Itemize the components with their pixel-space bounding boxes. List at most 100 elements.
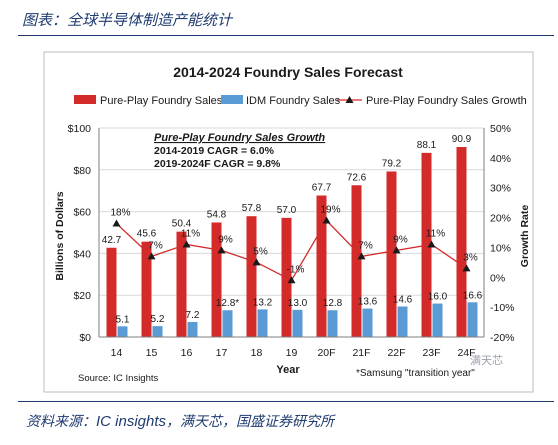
bar-label-idm: 12.8* — [216, 298, 239, 309]
x-tick-label: 24F — [457, 347, 475, 359]
x-tick-label: 16 — [181, 347, 193, 359]
growth-marker — [252, 258, 261, 266]
x-tick-label: 23F — [422, 347, 440, 359]
bar-label-pure-play: 57.8 — [242, 203, 262, 214]
y2-tick-label: 0% — [490, 272, 505, 284]
bar-label-pure-play: 42.7 — [102, 235, 122, 246]
cagr-line-2: 2019-2024F CAGR = 9.8% — [154, 158, 281, 170]
bar-label-pure-play: 72.6 — [347, 172, 367, 183]
legend-swatch-idm — [221, 95, 243, 104]
y2-tick-label: 10% — [490, 242, 511, 254]
footnote: *Samsung "transition year" — [356, 368, 475, 379]
report-header: 图表：全球半导体制造产能统计 — [0, 0, 558, 36]
growth-label: 11% — [426, 228, 445, 239]
growth-label: 5% — [253, 246, 268, 257]
growth-label: 7% — [358, 240, 373, 251]
bar-label-idm: 5.1 — [116, 314, 130, 325]
x-tick-label: 17 — [216, 347, 228, 359]
bar-pure-play — [141, 241, 152, 337]
chart-title: 2014-2024 Foundry Sales Forecast — [173, 64, 403, 80]
growth-label: 11% — [181, 228, 200, 239]
bar-series: 42.7 45.6 50.4 54.8 57.8 57.0 67.7 72.6 79.2 88.1… — [102, 134, 483, 337]
bar-idm — [362, 308, 373, 337]
bar-label-pure-play: 79.2 — [382, 158, 402, 169]
x-tick-label: 15 — [146, 347, 158, 359]
bar-pure-play — [386, 171, 397, 337]
bar-idm — [257, 309, 268, 337]
growth-label: 9% — [393, 234, 408, 245]
bar-pure-play — [456, 147, 467, 337]
x-tick-label: 21F — [352, 347, 370, 359]
source-suffix: ，满天芯，国盛证券研究所 — [166, 414, 335, 430]
growth-marker — [287, 276, 296, 284]
growth-line-series: 18% 7% 11% 9% 5% -1% 19% 7% 9% 11% 3% — [110, 205, 478, 284]
bar-pure-play — [351, 185, 362, 337]
x-axis-title: Year — [276, 364, 300, 376]
bar-label-idm: 12.8 — [323, 298, 343, 309]
growth-label: 19% — [320, 205, 340, 216]
y2-tick-label: 20% — [490, 213, 511, 225]
bar-idm — [292, 309, 303, 337]
bar-pure-play — [106, 247, 117, 337]
bar-pure-play — [176, 231, 187, 337]
growth-marker — [427, 240, 436, 248]
bar-label-idm: 13.0 — [288, 298, 308, 309]
bottom-divider — [18, 401, 554, 402]
growth-marker — [462, 264, 471, 272]
y-axis-title: Billions of Dollars — [54, 191, 66, 280]
source-prefix: 资料来源： — [26, 414, 96, 430]
figure-caption: 图表：全球半导体制造产能统计 — [22, 11, 233, 29]
legend-marker-growth — [345, 96, 354, 103]
bar-label-pure-play: 45.6 — [137, 229, 157, 240]
y-tick-label: $0 — [79, 332, 91, 344]
growth-label: -1% — [287, 264, 305, 275]
growth-marker — [112, 219, 121, 227]
bar-idm — [327, 310, 338, 337]
bar-label-pure-play: 50.4 — [172, 219, 192, 230]
x-tick-label: 18 — [251, 347, 263, 359]
growth-marker — [217, 246, 226, 254]
y-tick-label: $100 — [68, 123, 92, 135]
x-tick-label: 14 — [111, 347, 123, 359]
bar-label-idm: 16.0 — [428, 292, 448, 303]
growth-marker — [322, 216, 331, 224]
y-tick-label: $60 — [73, 207, 91, 219]
bar-label-idm: 13.2 — [253, 297, 273, 308]
y-tick-label: $40 — [73, 248, 91, 260]
legend-label-pure-play: Pure-Play Foundry Sales — [100, 95, 223, 107]
bar-label-idm: 5.2 — [151, 314, 165, 325]
bar-idm — [152, 326, 163, 337]
y2-axis-title: Growth Rate — [519, 205, 531, 268]
y2-tick-label: -10% — [490, 302, 515, 314]
bar-label-idm: 16.6 — [463, 290, 483, 301]
growth-marker — [147, 252, 156, 260]
x-tick-label: 22F — [387, 347, 405, 359]
y2-tick-label: 40% — [490, 153, 511, 165]
bar-label-pure-play: 88.1 — [417, 140, 437, 151]
bar-label-idm: 14.6 — [393, 294, 413, 305]
bar-idm — [117, 326, 128, 337]
bar-label-idm: 7.2 — [186, 310, 200, 321]
growth-label: 18% — [110, 208, 130, 219]
bar-idm — [222, 310, 233, 337]
watermark-text: 满天芯 — [470, 354, 503, 367]
growth-marker — [357, 252, 366, 260]
top-divider — [18, 35, 554, 36]
bar-label-pure-play: 67.7 — [312, 183, 332, 194]
bar-pure-play — [211, 222, 222, 337]
bar-idm — [187, 321, 198, 337]
growth-label: 3% — [463, 252, 478, 263]
y-tick-label: $20 — [73, 290, 91, 302]
bar-pure-play — [246, 216, 257, 337]
bar-label-pure-play: 90.9 — [452, 134, 472, 145]
growth-marker — [182, 240, 191, 248]
bar-idm — [432, 303, 443, 337]
bar-label-pure-play: 54.8 — [207, 209, 227, 220]
growth-label: 9% — [218, 234, 233, 245]
y2-tick-label: 50% — [490, 123, 511, 135]
x-tick-label: 19 — [286, 347, 298, 359]
source-note: Source: IC Insights — [78, 373, 159, 384]
axes: $0 $20 $40 $60 $80 $100 -20% -10% 0% 10% 20% 30% 40%… — [68, 123, 515, 359]
bar-label-idm: 13.6 — [358, 297, 378, 308]
